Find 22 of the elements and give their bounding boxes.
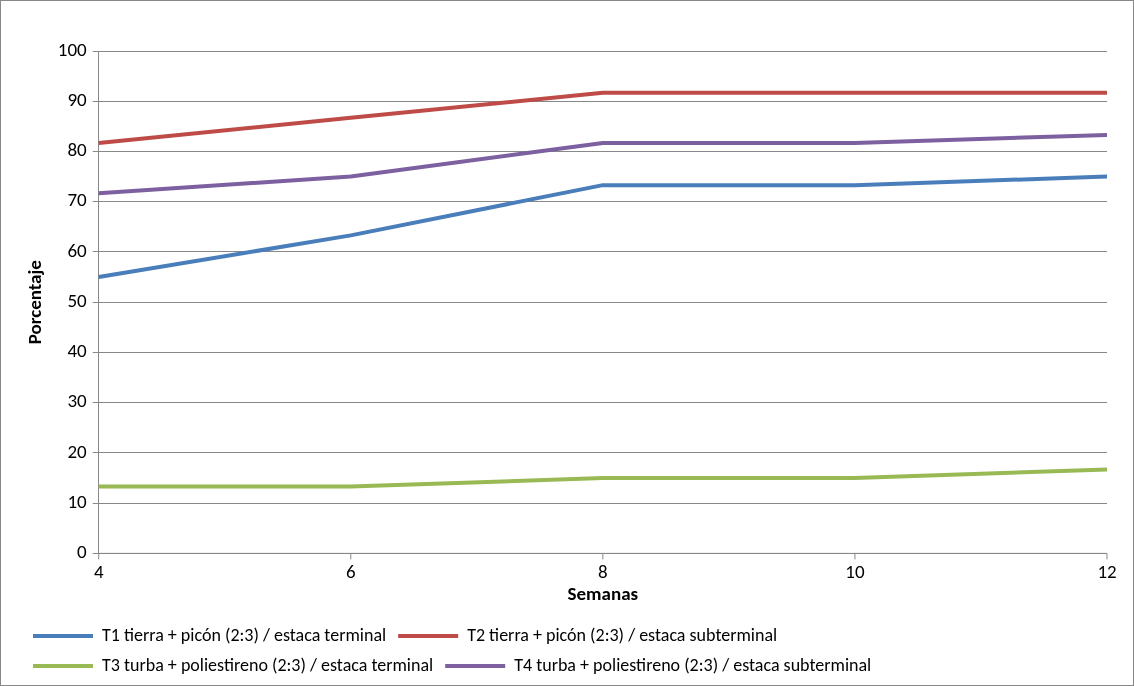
y-tick-label: 80 (67, 138, 88, 162)
y-tick-label: 90 (67, 87, 88, 111)
y-tick-label: 0 (77, 540, 88, 564)
y-tick-label: 100 (57, 37, 88, 61)
y-tick-label: 40 (67, 339, 88, 363)
y-tick-label: 50 (67, 288, 88, 312)
x-tick-label: 8 (598, 559, 608, 583)
legend-label: T3 turba + poliestireno (2:3) / estaca terminal (102, 653, 434, 676)
x-axis-title: Semanas (567, 582, 639, 606)
y-axis-title: Porcentaje (23, 260, 47, 345)
y-tick-label: 10 (67, 489, 88, 513)
x-tick-label: 12 (1097, 559, 1117, 583)
y-tick-label: 60 (67, 238, 88, 262)
legend-label: T4 turba + poliestireno (2:3) / estaca subterminal (514, 653, 872, 676)
legend-label: T1 tierra + picón (2:3) / estaca terminal (102, 623, 387, 646)
x-tick-label: 10 (845, 559, 865, 583)
x-tick-label: 4 (93, 559, 104, 583)
y-tick-label: 20 (67, 439, 88, 463)
y-tick-label: 30 (67, 389, 88, 413)
y-tick-label: 70 (67, 188, 88, 212)
x-tick-label: 6 (345, 559, 356, 583)
legend-label: T2 tierra + picón (2:3) / estaca subterminal (467, 623, 778, 646)
